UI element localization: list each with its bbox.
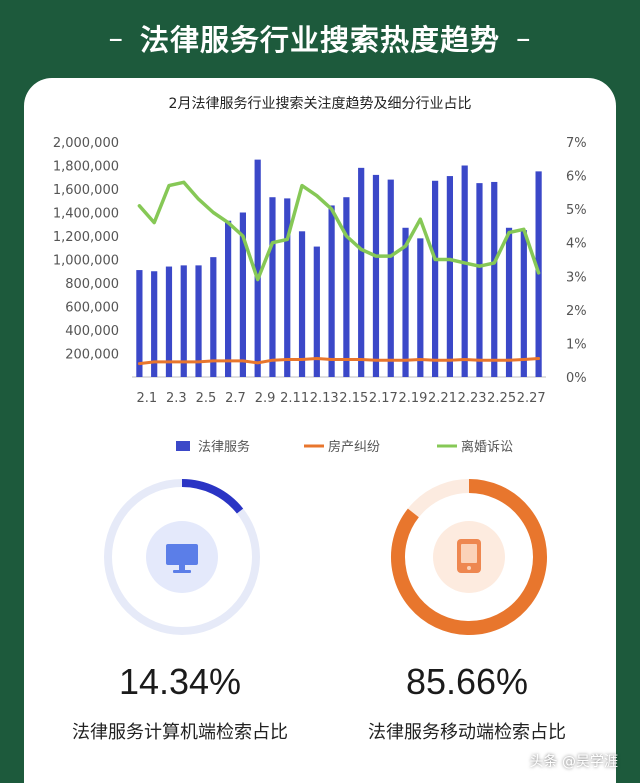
x-tick-label: 2.9 bbox=[255, 391, 276, 406]
bar-2.15 bbox=[343, 197, 350, 377]
combo-chart: 2月法律服务行业搜索关注度趋势及细分行业占比 200,000 400,000 600,… bbox=[53, 95, 587, 455]
bar-2.12 bbox=[298, 231, 306, 377]
bar-2.10 bbox=[269, 197, 276, 377]
header-dash-right: – bbox=[516, 21, 532, 55]
page-header: – 法律服务行业搜索热度趋势 – bbox=[0, 0, 640, 76]
mobile-icon-bg bbox=[433, 521, 505, 593]
phone-body bbox=[457, 539, 481, 573]
desktop-donut-track bbox=[104, 479, 260, 635]
bar-2.21 bbox=[432, 180, 439, 377]
mobile-phone-icon bbox=[457, 539, 481, 573]
bar-2.16 bbox=[358, 167, 365, 377]
phone-screen bbox=[461, 544, 477, 563]
bar-2.9 bbox=[254, 159, 261, 377]
content-card: 2月法律服务行业搜索关注度趋势及细分行业占比 200,000 400,000 600,… bbox=[24, 78, 616, 783]
desktop-donut-arc bbox=[181, 479, 244, 514]
bar-2.3 bbox=[165, 266, 173, 377]
chart-title: 2月法律服务行业搜索关注度趋势及细分行业占比 bbox=[169, 95, 472, 112]
bar-2.27 bbox=[520, 230, 527, 377]
x-tick-label: 2.5 bbox=[196, 391, 217, 406]
bar-2.24 bbox=[476, 183, 483, 377]
bar-2.17 bbox=[372, 174, 380, 377]
bar-2.5 bbox=[195, 265, 202, 377]
x-tick-label: 2.1 bbox=[136, 391, 157, 406]
bar-2.20 bbox=[417, 238, 424, 377]
bar-2.14 bbox=[328, 205, 335, 377]
bar-2.26 bbox=[505, 227, 513, 377]
legend-swatch-bar bbox=[176, 441, 190, 451]
y-right-tick-label: 1% bbox=[566, 337, 587, 352]
y-left-tick-label: 800,000 bbox=[65, 277, 119, 292]
x-tick-label: 2.13 bbox=[310, 391, 339, 406]
y-left-tick-label: 1,600,000 bbox=[53, 183, 119, 198]
y-left-tick-label: 1,400,000 bbox=[53, 207, 119, 222]
bar-2.7 bbox=[225, 220, 232, 377]
monitor-neck bbox=[179, 565, 185, 570]
desktop-caption: 法律服务计算机端检索占比 bbox=[72, 722, 288, 743]
y-left-tick-label: 600,000 bbox=[65, 301, 119, 316]
series-line-property-dispute bbox=[137, 357, 541, 366]
mobile-percentage: 85.66% bbox=[405, 661, 529, 702]
phone-button bbox=[467, 566, 471, 570]
y-left-tick-label: 400,000 bbox=[65, 324, 119, 339]
y-left-tick-label: 1,800,000 bbox=[53, 160, 119, 175]
bar-2.23 bbox=[461, 165, 468, 377]
bar-2.1 bbox=[136, 270, 143, 377]
mobile-caption: 法律服务移动端检索占比 bbox=[368, 722, 566, 743]
bar-2.22 bbox=[446, 176, 453, 377]
legend-label: 离婚诉讼 bbox=[461, 439, 513, 455]
bar-2.25 bbox=[491, 181, 498, 377]
y-left-tick-label: 1,200,000 bbox=[53, 230, 119, 245]
mobile-donut-arc bbox=[391, 479, 547, 635]
y-left-tick-label: 1,000,000 bbox=[53, 254, 119, 269]
bar-2.11 bbox=[284, 198, 291, 377]
y-right-tick-label: 3% bbox=[566, 270, 587, 285]
bar-2.4 bbox=[180, 265, 187, 377]
watermark: 头条 @吴学涯 bbox=[529, 754, 618, 770]
y-left-tick-label: 2,000,000 bbox=[53, 136, 119, 151]
y-right-tick-label: 0% bbox=[566, 371, 587, 386]
x-tick-label: 2.23 bbox=[458, 391, 487, 406]
y-right-tick-label: 2% bbox=[566, 304, 587, 319]
y-left-tick-label: 200,000 bbox=[65, 348, 119, 363]
monitor-screen bbox=[166, 544, 198, 565]
series-line-divorce-litigation bbox=[137, 180, 541, 282]
x-tick-label: 2.11 bbox=[280, 391, 309, 406]
x-tick-label: 2.17 bbox=[369, 391, 398, 406]
desktop-percentage: 14.34% bbox=[118, 661, 242, 702]
page-title: 法律服务行业搜索热度趋势 bbox=[139, 23, 500, 57]
bar-2.6 bbox=[210, 257, 217, 377]
header-dash-left: – bbox=[108, 21, 124, 55]
x-tick-label: 2.7 bbox=[225, 391, 246, 406]
legend-label: 法律服务 bbox=[198, 439, 250, 455]
x-tick-label: 2.15 bbox=[339, 391, 368, 406]
x-tick-label: 2.25 bbox=[487, 391, 516, 406]
monitor-base bbox=[173, 570, 191, 573]
bar-2.8 bbox=[239, 212, 246, 377]
y-right-tick-label: 6% bbox=[566, 170, 587, 185]
mobile-donut-track bbox=[391, 479, 547, 635]
bar-2.2 bbox=[151, 271, 158, 377]
legend-label: 房产纠纷 bbox=[328, 439, 380, 455]
bar-2.19 bbox=[402, 227, 409, 377]
x-tick-label: 2.27 bbox=[517, 391, 546, 406]
x-tick-label: 2.21 bbox=[428, 391, 457, 406]
y-right-tick-label: 4% bbox=[566, 237, 587, 252]
x-tick-label: 2.19 bbox=[398, 391, 427, 406]
y-right-tick-label: 7% bbox=[566, 136, 587, 151]
y-right-tick-label: 5% bbox=[566, 203, 587, 218]
x-tick-label: 2.3 bbox=[166, 391, 187, 406]
desktop-icon-bg bbox=[146, 521, 218, 593]
bar-2.18 bbox=[387, 179, 394, 377]
bar-2.13 bbox=[313, 246, 320, 377]
desktop-monitor-icon bbox=[166, 544, 198, 573]
